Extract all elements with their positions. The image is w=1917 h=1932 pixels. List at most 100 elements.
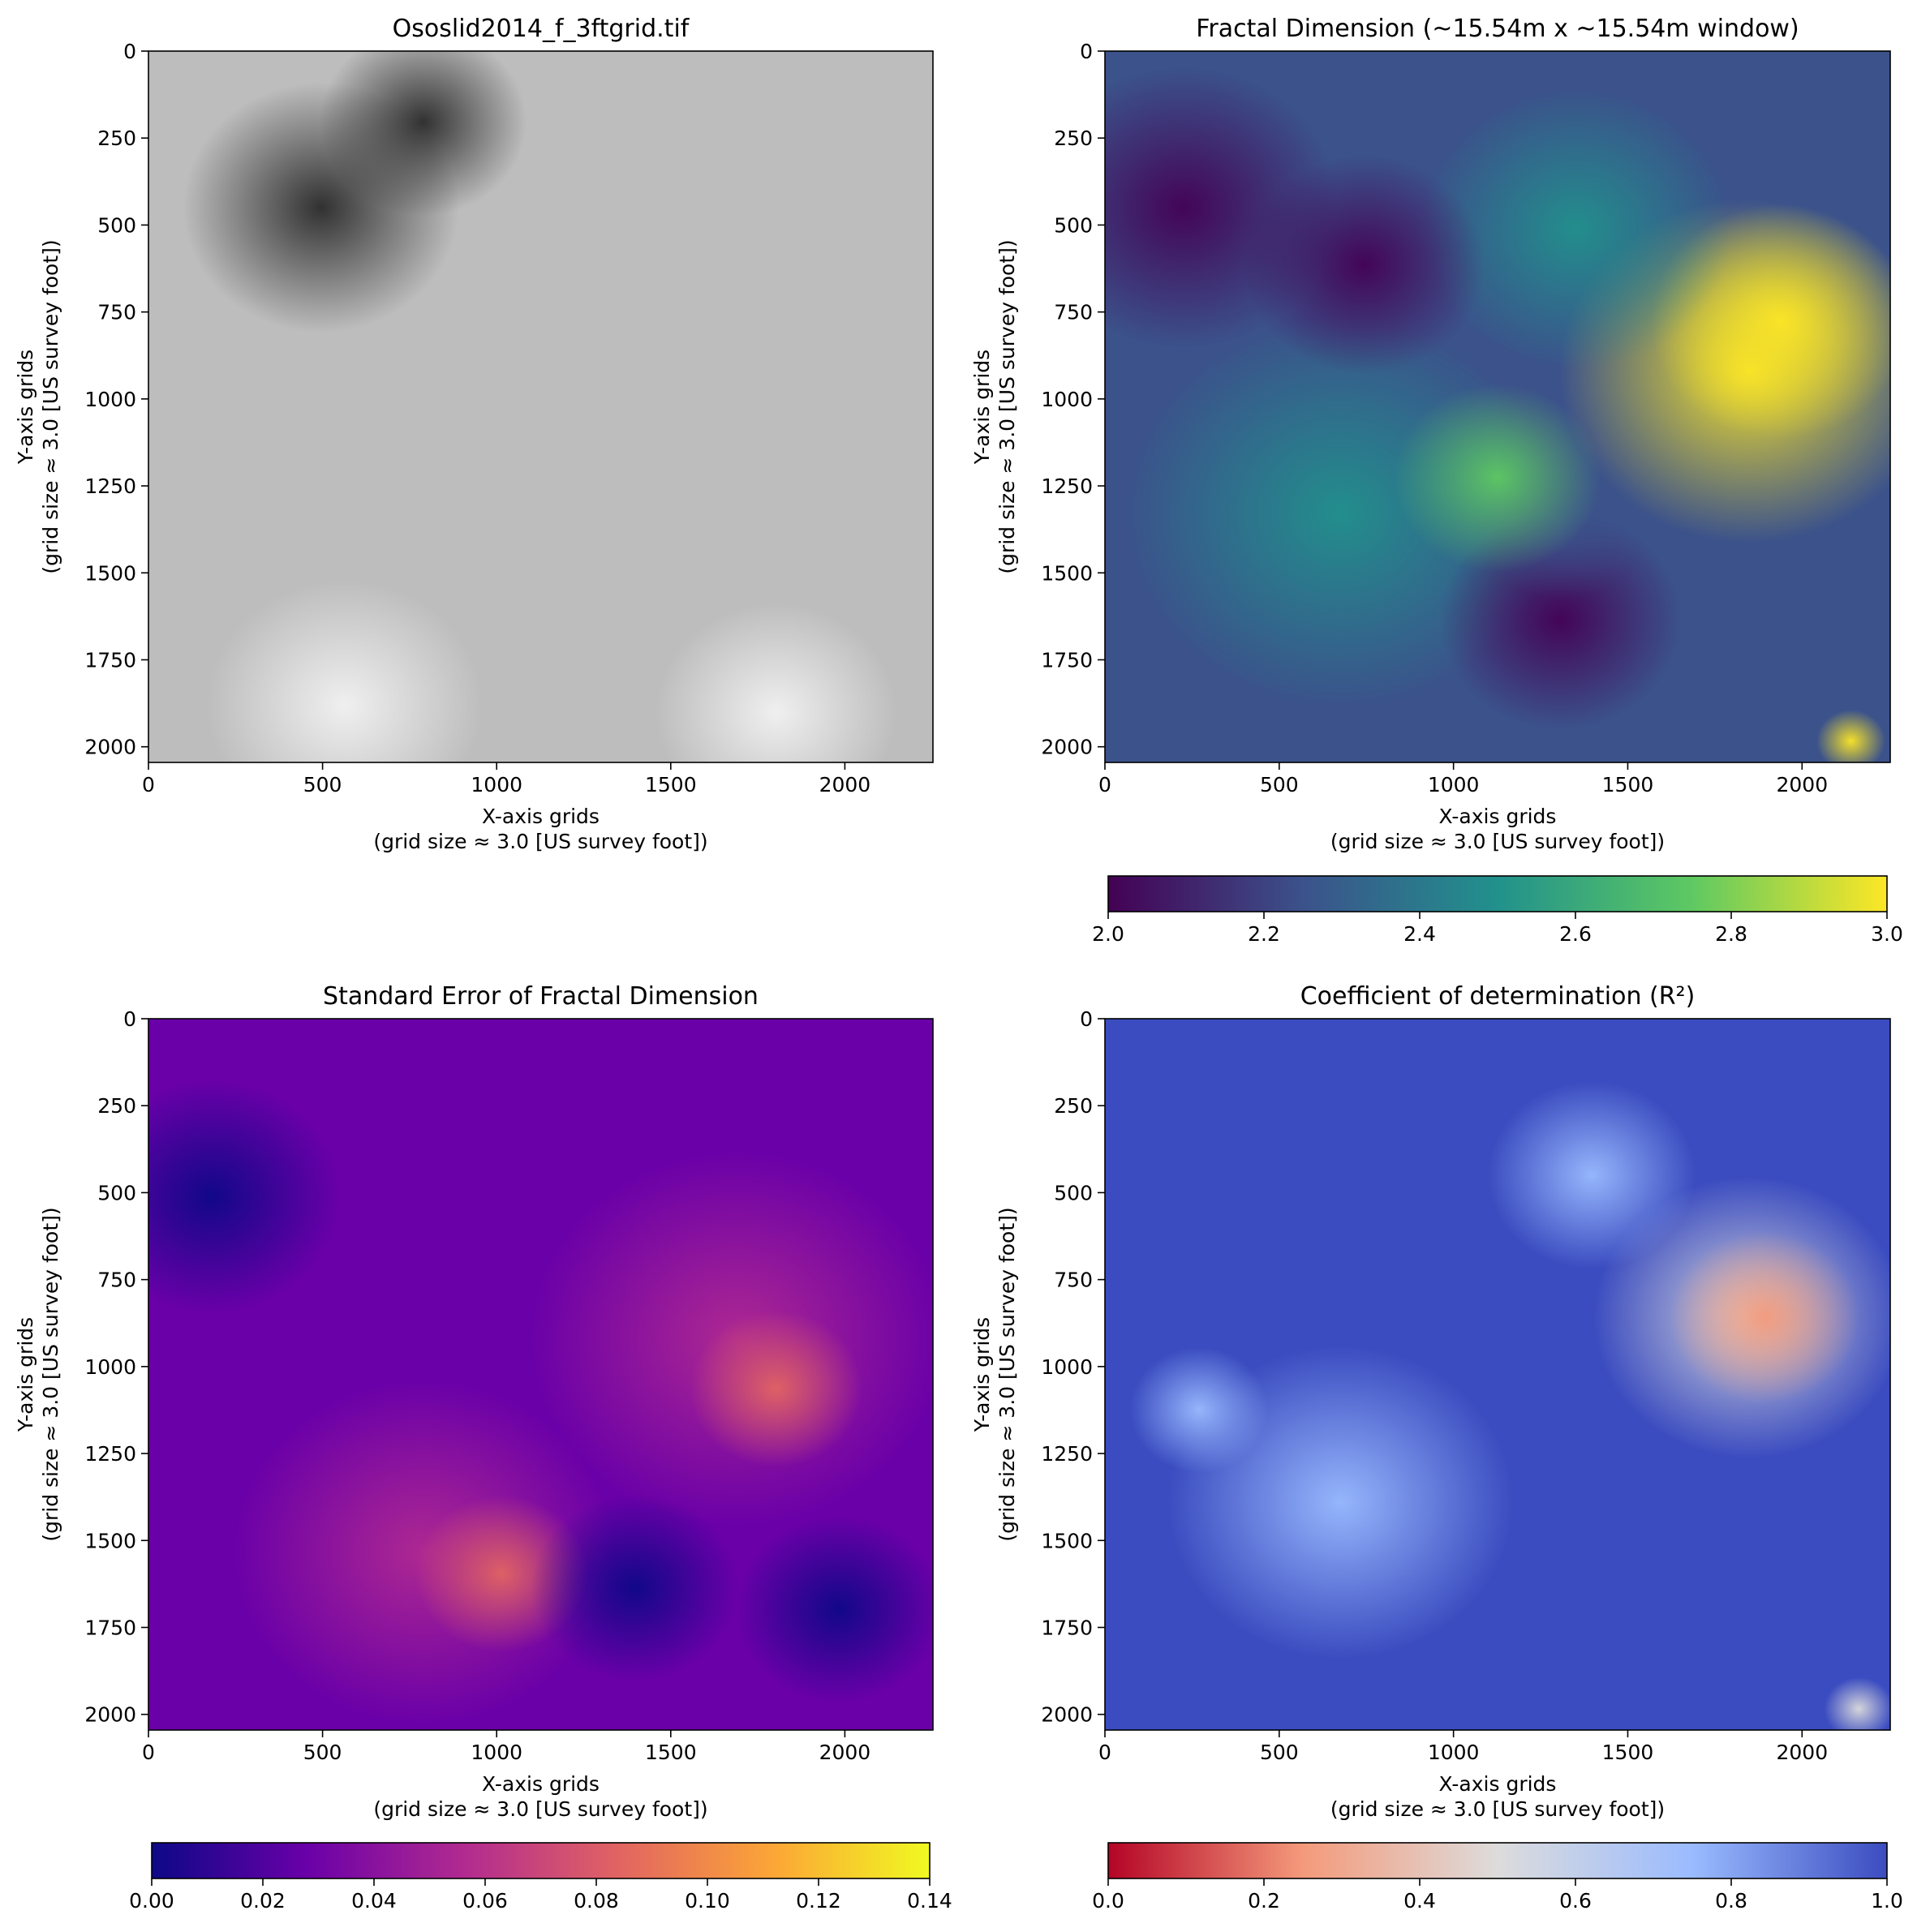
heatmap-region	[1824, 1677, 1890, 1730]
y-tick-label: 1750	[1041, 1616, 1093, 1639]
heatmap-region	[398, 348, 605, 537]
heatmap-region	[1816, 710, 1886, 762]
y-tick-label: 1250	[84, 474, 136, 498]
y-axis-label: Y-axis grids(grid size ≈ 3.0 [US survey …	[14, 239, 62, 573]
y-tick-label: 750	[1054, 1269, 1093, 1292]
x-tick-label: 500	[303, 1741, 342, 1764]
heatmap-region	[1488, 1081, 1696, 1269]
panel-hillshade: 0 500 1000 1500 2000 0 250 500 750 1000 1250 1500 17…	[14, 15, 934, 853]
y-tick-label: 1250	[1041, 1442, 1093, 1466]
y-tick-label: 1500	[84, 561, 136, 585]
colorbar-tick-label: 2.2	[1248, 922, 1280, 946]
panel-r-squared: 0 500 1000 1500 2000025050075010001250150017…	[970, 982, 1903, 1913]
colorbar-gradient	[1108, 876, 1887, 912]
x-tick-label: 2000	[1776, 773, 1828, 796]
y-tick-label: 500	[1054, 1181, 1093, 1204]
colorbar-tick-label: 0.12	[796, 1889, 841, 1913]
heatmap-region	[532, 58, 706, 215]
heatmap-region	[690, 1310, 862, 1467]
y-tick-label: 500	[97, 1181, 136, 1204]
x-tick-label: 2000	[819, 1741, 871, 1764]
heatmap-region	[531, 1493, 739, 1682]
y-tick-label: 750	[97, 1269, 136, 1292]
y-tick-label: 2000	[1041, 1703, 1093, 1727]
heatmap-region	[148, 293, 306, 450]
y-tick-label: 750	[97, 301, 136, 324]
panel-fractal-dimension: 0 500 1000 1500 2000025050075010001250150017…	[970, 15, 1903, 946]
heatmap-image	[148, 51, 933, 762]
colorbar-gradient	[1108, 1843, 1887, 1878]
x-tick-label: 1500	[645, 1741, 697, 1764]
colorbar-tick-label: 2.6	[1559, 922, 1592, 946]
x-tick-label: 1000	[471, 1741, 522, 1764]
heatmap-region	[1129, 1347, 1269, 1473]
colorbar-tick-label: 0.0	[1092, 1889, 1124, 1913]
x-tick-label: 0	[142, 1741, 155, 1764]
colorbar-tick-label: 0.00	[129, 1889, 174, 1913]
panel-standard-error: 0 500 1000 1500 2000 0 250 500 750 1000 1250 1500 17…	[14, 982, 952, 1913]
colorbar-frame	[1107, 875, 1888, 912]
heatmap-image	[1105, 51, 1890, 762]
colorbar-tick-label: 0.8	[1715, 1889, 1747, 1913]
colorbar-tick-label: 3.0	[1871, 922, 1903, 946]
x-tick-label: 1500	[1602, 773, 1654, 796]
colorbar: 0.0 0.2 0.4 0.6 0.8 1.0	[1092, 1842, 1903, 1913]
colorbar-tick-label: 0.08	[574, 1889, 619, 1913]
y-axis-label: Y-axis grids(grid size ≈ 3.0 [US survey …	[970, 239, 1019, 573]
panel-title: Standard Error of Fractal Dimension	[323, 982, 759, 1011]
y-axis-label: Y-axis grids(grid size ≈ 3.0 [US survey …	[970, 1207, 1019, 1541]
y-tick-label: 250	[1054, 1094, 1093, 1118]
colorbar-tick-label: 0.2	[1248, 1889, 1280, 1913]
y-tick-label: 1500	[1041, 561, 1093, 585]
x-axis-label: X-axis grids (grid size ≈ 3.0 [US survey …	[373, 805, 707, 853]
y-tick-label: 250	[97, 127, 136, 150]
colorbar-tick-label: 0.06	[462, 1889, 508, 1913]
y-tick-label: 1750	[84, 1616, 136, 1639]
x-tick-label: 500	[303, 773, 342, 796]
panel-title: Fractal Dimension (~15.54m x ~15.54m win…	[1196, 15, 1799, 43]
y-tick-label: 2000	[84, 736, 136, 759]
y-tick-label: 750	[1054, 301, 1093, 324]
axes-frame	[1104, 50, 1891, 763]
y-tick-label: 1500	[1041, 1529, 1093, 1552]
colorbar-gradient	[152, 1843, 930, 1878]
y-tick-label: 0	[123, 40, 136, 63]
colorbar-tick-label: 2.0	[1092, 922, 1124, 946]
x-axis-label: X-axis grids (grid size ≈ 3.0 [US survey …	[1330, 805, 1665, 853]
y-tick-label: 1750	[1041, 648, 1093, 672]
heatmap-image	[1105, 1019, 1890, 1730]
colorbar-tick-label: 0.02	[240, 1889, 286, 1913]
x-tick-label: 500	[1260, 773, 1299, 796]
y-tick-label: 1250	[84, 1442, 136, 1466]
x-tick-label: 1500	[1602, 1741, 1654, 1764]
x-tick-label: 2000	[819, 773, 871, 796]
colorbar-frame	[151, 1842, 931, 1879]
y-tick-label: 1750	[84, 648, 136, 672]
heatmap-region	[1394, 384, 1601, 572]
y-tick-label: 1000	[84, 388, 136, 411]
axes-frame	[148, 50, 934, 763]
x-tick-label: 2000	[1776, 1741, 1828, 1764]
x-axis-label: X-axis grids (grid size ≈ 3.0 [US survey …	[373, 1772, 707, 1821]
colorbar-tick-label: 0.4	[1403, 1889, 1436, 1913]
y-tick-label: 0	[1080, 40, 1093, 63]
x-tick-label: 1000	[1428, 1741, 1480, 1764]
x-tick-label: 1000	[1428, 773, 1480, 796]
y-tick-label: 2000	[84, 1703, 136, 1727]
heatmap-image	[148, 1019, 933, 1730]
x-tick-label: 0	[1098, 1741, 1111, 1764]
x-tick-label: 0	[142, 773, 155, 796]
y-tick-label: 250	[1054, 127, 1093, 150]
y-tick-label: 0	[1080, 1007, 1093, 1031]
x-tick-label: 500	[1260, 1741, 1299, 1764]
colorbar-tick-label: 0.10	[685, 1889, 730, 1913]
colorbar-tick-label: 0.04	[351, 1889, 397, 1913]
colorbar-tick-label: 0.6	[1559, 1889, 1592, 1913]
y-tick-label: 1500	[84, 1529, 136, 1552]
y-tick-label: 1000	[1041, 388, 1093, 411]
panel-title: Coefficient of determination (R²)	[1300, 982, 1696, 1011]
y-axis-label: Y-axis grids(grid size ≈ 3.0 [US survey …	[14, 1207, 62, 1541]
heatmap-region	[1243, 155, 1485, 375]
